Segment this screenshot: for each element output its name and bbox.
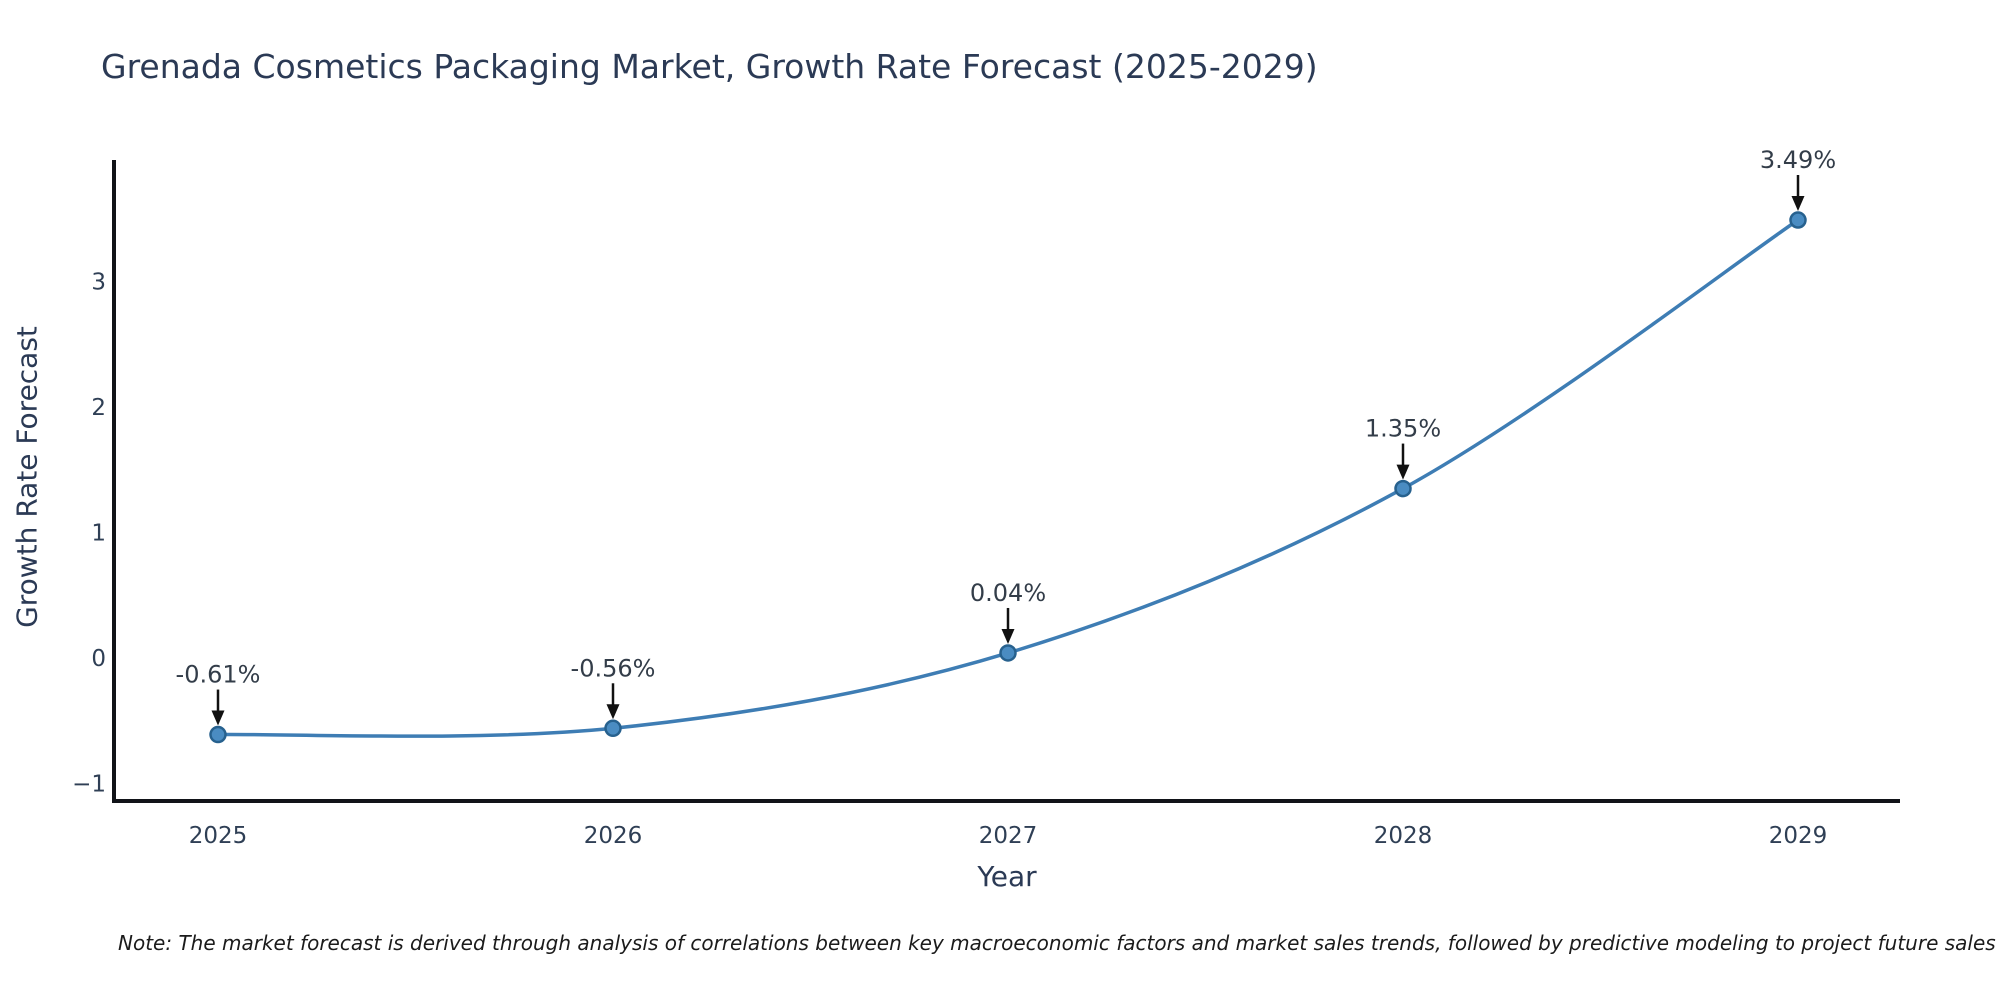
annotation-arrow-head xyxy=(1001,628,1015,644)
y-tick-label: 1 xyxy=(91,521,106,547)
annotation-label: 0.04% xyxy=(970,579,1046,607)
y-tick-label: 0 xyxy=(91,646,106,672)
x-tick-label: 2027 xyxy=(979,823,1038,849)
x-axis-title: Year xyxy=(977,860,1037,893)
data-point-2027 xyxy=(999,644,1017,662)
y-tick-label: 3 xyxy=(91,270,106,296)
x-tick-label: 2028 xyxy=(1374,823,1433,849)
axis-spines xyxy=(112,160,1900,803)
x-tick-label: 2029 xyxy=(1769,823,1828,849)
data-point-2025 xyxy=(209,725,227,744)
annotation-arrow-head xyxy=(1791,196,1805,212)
data-point-2029 xyxy=(1789,211,1807,229)
chart-title: Grenada Cosmetics Packaging Market, Grow… xyxy=(101,47,1318,86)
annotation-label: -0.56% xyxy=(571,654,656,682)
y-tick-label: −1 xyxy=(72,772,106,798)
x-tick-label: 2026 xyxy=(584,823,643,849)
annotation-arrow-head xyxy=(606,704,620,720)
annotation-arrow-head xyxy=(1396,464,1410,480)
x-tick-label: 2025 xyxy=(189,823,248,849)
footnote: Note: The market forecast is derived thr… xyxy=(118,931,1996,955)
y-tick-label: 2 xyxy=(91,395,106,421)
annotation-arrow-head xyxy=(211,710,225,726)
annotation-label: 1.35% xyxy=(1365,415,1441,443)
data-point-2026 xyxy=(604,719,622,738)
data-point-2028 xyxy=(1394,479,1412,498)
annotation-label: 3.49% xyxy=(1760,146,1836,174)
annotation-label: -0.61% xyxy=(176,661,261,689)
